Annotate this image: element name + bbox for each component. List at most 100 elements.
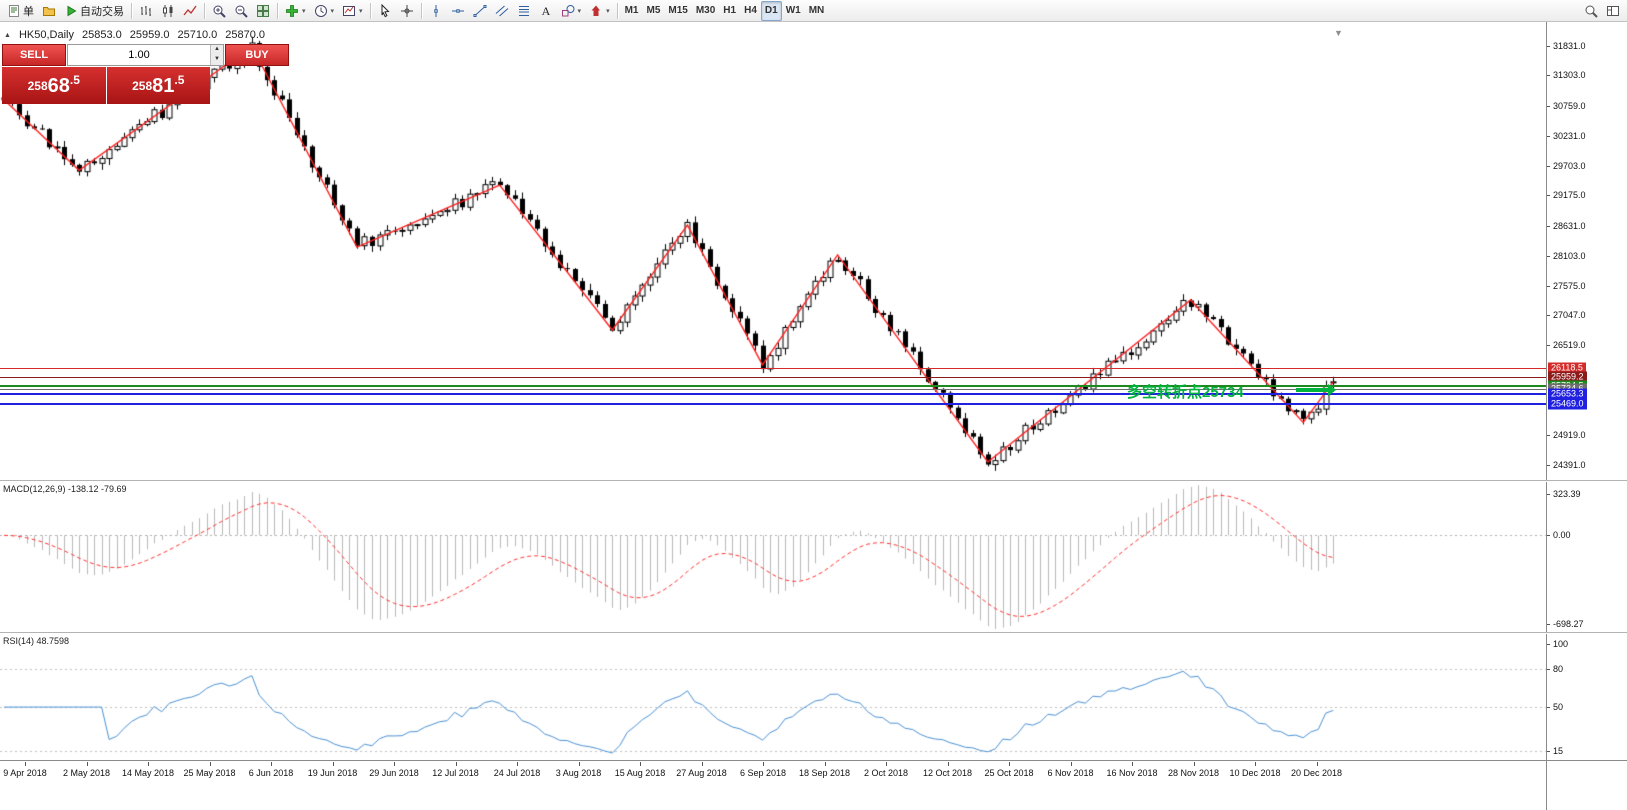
tf-m5-label: M5	[646, 5, 661, 16]
tf-w1[interactable]: W1	[782, 1, 805, 21]
vline-icon	[429, 4, 443, 18]
tf-m15[interactable]: M15	[664, 1, 691, 21]
date-label: 12 Jul 2018	[432, 768, 479, 778]
price-level-line[interactable]	[0, 367, 1546, 369]
tf-m15-label: M15	[668, 5, 688, 16]
sell-button[interactable]: SELL	[2, 44, 66, 66]
tile-windows-icon	[256, 4, 270, 18]
date-label: 15 Aug 2018	[614, 768, 666, 778]
price-tick-label: 26519.0	[1553, 340, 1586, 351]
tile-windows-button[interactable]	[252, 1, 274, 21]
search-icon	[1584, 4, 1598, 18]
volume-input[interactable]	[68, 45, 210, 65]
rsi-indicator-pane[interactable]: RSI(14) 48.7598	[0, 634, 1546, 760]
price-level-tag: 25653.3	[1548, 388, 1587, 400]
autotrading-button[interactable]: 自动交易	[60, 1, 128, 21]
volume-up-button[interactable]: ▲	[211, 45, 223, 55]
price-level-line[interactable]	[0, 403, 1546, 406]
date-tick	[1194, 762, 1195, 766]
date-tick	[948, 762, 949, 766]
dropdown-caret-icon: ▾	[302, 7, 306, 15]
chart-shift-marker-icon[interactable]: ▼	[1334, 28, 1343, 38]
tf-m1[interactable]: M1	[621, 1, 643, 21]
candlestick-button[interactable]	[157, 1, 179, 21]
search-button[interactable]	[1580, 1, 1602, 21]
price-level-line[interactable]	[0, 389, 1546, 391]
macd-tick-label: 323.39	[1553, 489, 1581, 500]
tf-h1[interactable]: H1	[719, 1, 740, 21]
chart-annotation-arrow[interactable]	[1296, 383, 1336, 396]
channel-button[interactable]	[491, 1, 513, 21]
time-axis[interactable]: 9 Apr 2018 2 May 2018 14 May 2018 25 May 20…	[0, 762, 1546, 810]
price-ax-tick	[1547, 624, 1550, 626]
buy-price[interactable]: 258 81.5	[106, 67, 210, 104]
macd-indicator-pane[interactable]: MACD(12,26,9) -138.12 -79.69	[0, 482, 1546, 632]
price-tick-label: 27047.0	[1553, 310, 1586, 321]
arrows-button[interactable]: ▾	[585, 1, 614, 21]
indicators-button[interactable]: ▾	[281, 1, 310, 21]
tf-h4[interactable]: H4	[740, 1, 761, 21]
tf-d1[interactable]: D1	[760, 0, 782, 21]
layout-button[interactable]	[1602, 1, 1624, 21]
trendline-button[interactable]	[469, 1, 491, 21]
ohlc-high: 25959.0	[129, 29, 170, 41]
candlestick-chart-canvas[interactable]	[0, 22, 1546, 480]
toolbar-separator	[277, 2, 278, 19]
price-ax-tick	[1547, 315, 1550, 317]
sell-price[interactable]: 258 68.5	[2, 67, 106, 104]
date-label: 14 May 2018	[121, 768, 175, 778]
tf-m30[interactable]: M30	[692, 1, 719, 21]
hline-icon	[451, 4, 465, 18]
pane-divider[interactable]	[0, 632, 1627, 634]
charts-profile-button[interactable]	[38, 1, 60, 21]
date-tick	[148, 762, 149, 766]
tf-mn[interactable]: MN	[805, 1, 829, 21]
crosshair-button[interactable]	[396, 1, 418, 21]
rsi-canvas[interactable]	[0, 634, 1546, 760]
line-chart-button[interactable]	[179, 1, 201, 21]
chart-annotation-text[interactable]: 多空转折点25734	[1127, 384, 1244, 402]
volume-down-button[interactable]: ▼	[211, 55, 223, 65]
date-label: 27 Aug 2018	[676, 768, 727, 778]
price-tick-label: 31303.0	[1553, 70, 1586, 81]
fibonacci-button[interactable]	[513, 1, 535, 21]
rsi-tick-label: 50	[1553, 702, 1564, 713]
price-level-line[interactable]	[0, 393, 1546, 396]
templates-button[interactable]: ▾	[338, 1, 367, 21]
main-chart-pane[interactable]: ▲ HK50,Daily 25853.0 25959.0 25710.0 258…	[0, 22, 1546, 480]
new-order-button[interactable]: 单	[3, 1, 38, 21]
price-level-line[interactable]	[0, 385, 1546, 388]
ohlc-close: 25870.0	[225, 29, 266, 41]
pane-divider[interactable]	[0, 480, 1627, 482]
macd-canvas[interactable]	[0, 482, 1546, 632]
macd-tick-label: 0.00	[1553, 530, 1571, 541]
macd-tick-label: -698.27	[1553, 619, 1584, 630]
price-tick-label: 31831.0	[1553, 40, 1586, 51]
price-level-line[interactable]	[0, 376, 1546, 378]
periods-button[interactable]: ▾	[310, 1, 339, 21]
tf-mn-label: MN	[808, 5, 825, 16]
buy-button[interactable]: BUY	[225, 44, 289, 66]
shapes-button[interactable]: ▾	[557, 1, 586, 21]
bar-chart-button[interactable]	[135, 1, 157, 21]
price-ax-tick	[1547, 465, 1550, 467]
date-label: 3 Aug 2018	[555, 768, 602, 778]
date-label: 28 Nov 2018	[1167, 768, 1220, 778]
date-label: 6 Jun 2018	[248, 768, 294, 778]
rsi-tick-label: 15	[1553, 746, 1564, 757]
candlestick-icon	[161, 4, 175, 18]
price-axis[interactable]: 31831.0 31303.0 30759.0 30231.0 29703.0 29175…	[1546, 22, 1627, 810]
horizontal-line-button[interactable]	[447, 1, 469, 21]
toolbar-separator	[204, 2, 205, 19]
tf-m5[interactable]: M5	[642, 1, 664, 21]
crosshair-icon	[400, 4, 414, 18]
shapes-icon	[561, 4, 575, 18]
zoom-out-button[interactable]	[230, 1, 252, 21]
cursor-button[interactable]	[374, 1, 396, 21]
zoom-in-button[interactable]	[208, 1, 230, 21]
date-tick	[1255, 762, 1256, 766]
price-ax-tick	[1547, 75, 1550, 77]
vertical-line-button[interactable]	[425, 1, 447, 21]
text-button[interactable]: A	[535, 1, 557, 21]
